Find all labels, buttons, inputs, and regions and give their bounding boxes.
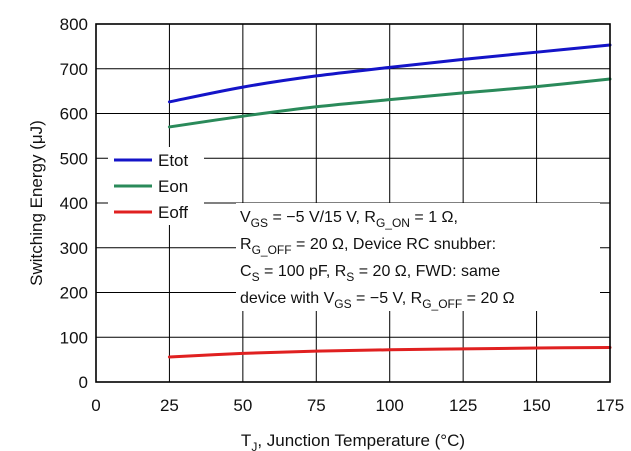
annotation-line-1: VGS = −5 V/15 V, RG_ON = 1 Ω, <box>240 209 458 230</box>
series-line-eoff <box>167 346 612 359</box>
y-tick-label: 700 <box>60 60 88 79</box>
x-tick-label: 50 <box>233 396 252 415</box>
annotation-line-3: CS = 100 pF, RS = 20 Ω, FWD: same <box>240 263 500 284</box>
annotation-background <box>236 203 600 311</box>
x-tick-label: 125 <box>449 396 477 415</box>
x-tick-labels: 0 25 50 75 100 125 150 175 <box>91 396 624 415</box>
x-tick-label: 25 <box>160 396 179 415</box>
y-tick-label: 400 <box>60 194 88 213</box>
y-tick-label: 300 <box>60 239 88 258</box>
y-axis-title: Switching Energy (μJ) <box>27 120 46 286</box>
y-tick-labels: 0 100 200 300 400 500 600 700 800 <box>60 15 88 392</box>
annotation-line-4: device with VGS = −5 V, RG_OFF = 20 Ω <box>240 290 515 311</box>
x-tick-label: 100 <box>376 396 404 415</box>
y-tick-label: 100 <box>60 328 88 347</box>
x-tick-label: 175 <box>596 396 624 415</box>
plot-frame <box>95 23 611 383</box>
annotation-line-2: RG_OFF = 20 Ω, Device RC snubber: <box>240 236 496 257</box>
legend: Etot Eon Eoff <box>108 147 204 225</box>
x-tick-label: 0 <box>91 396 100 415</box>
y-tick-label: 500 <box>60 149 88 168</box>
x-tick-label: 150 <box>522 396 550 415</box>
y-tick-label: 800 <box>60 15 88 34</box>
y-tick-label: 200 <box>60 284 88 303</box>
y-tick-label: 0 <box>79 373 88 392</box>
test-conditions-annotation: VGS = −5 V/15 V, RG_ON = 1 Ω, RG_OFF = 2… <box>236 203 600 311</box>
legend-label-eon: Eon <box>158 177 188 196</box>
series-lines <box>167 43 612 359</box>
series-line-etot <box>167 43 612 104</box>
y-tick-label: 600 <box>60 105 88 124</box>
legend-label-etot: Etot <box>158 151 189 170</box>
series-line-eon <box>167 77 612 129</box>
legend-label-eoff: Eoff <box>158 203 188 222</box>
x-axis-title: TJ, Junction Temperature (°C) <box>241 431 465 451</box>
x-tick-label: 75 <box>307 396 326 415</box>
